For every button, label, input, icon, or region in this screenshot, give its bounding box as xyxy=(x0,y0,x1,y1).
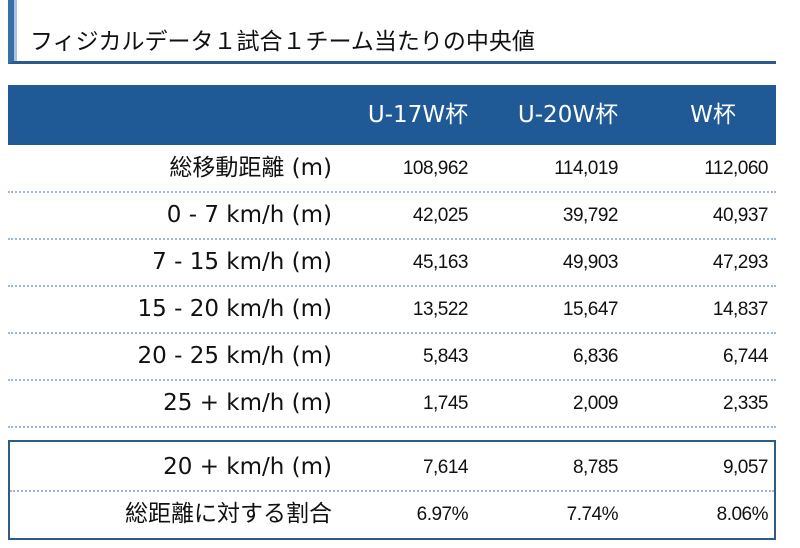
cell-value: 42,025 xyxy=(412,205,469,226)
cell-value: 114,019 xyxy=(554,158,618,179)
cell-value: 8,785 xyxy=(572,457,619,478)
cell-value: 9,057 xyxy=(722,457,769,478)
cell-value: 13,522 xyxy=(412,299,469,320)
row-label: 0 - 7 km/h (m) xyxy=(166,202,332,228)
cell-value: 15,647 xyxy=(562,299,619,320)
row-label: 20 - 25 km/h (m) xyxy=(137,343,332,369)
cell-value: 2,335 xyxy=(722,393,769,414)
cell-value: 7,614 xyxy=(422,457,469,478)
cell-value: 39,792 xyxy=(562,205,619,226)
cell-value: 6,836 xyxy=(572,346,619,367)
cell-value: 49,903 xyxy=(562,252,619,273)
row-label: 総移動距離 (m) xyxy=(169,155,332,181)
row-label: 7 - 15 km/h (m) xyxy=(152,249,332,275)
cell-value: 5,843 xyxy=(422,346,469,367)
title: フィジカルデータ１試合１チーム当たりの中央値 xyxy=(30,29,535,55)
cell-value: 7.74% xyxy=(566,504,619,525)
column-header: U-17W杯 xyxy=(367,102,469,128)
cell-value: 6,744 xyxy=(722,346,769,367)
row-separator xyxy=(8,238,776,240)
table-header xyxy=(8,85,776,145)
cell-value: 8.06% xyxy=(716,504,769,525)
column-header: U-20W杯 xyxy=(517,102,619,128)
cell-value: 112,060 xyxy=(704,158,768,179)
row-separator xyxy=(8,379,776,381)
summary-box xyxy=(8,440,776,540)
cell-value: 14,837 xyxy=(712,299,769,320)
row-label: 総距離に対する割合 xyxy=(125,501,332,527)
cell-value: 1,745 xyxy=(422,393,469,414)
row-separator xyxy=(8,426,776,428)
column-header: W杯 xyxy=(690,102,736,128)
cell-value: 108,962 xyxy=(402,158,469,179)
cell-value: 47,293 xyxy=(712,252,769,273)
cell-value: 6.97% xyxy=(416,504,469,525)
row-label: 20 + km/h (m) xyxy=(163,454,332,480)
row-separator xyxy=(8,332,776,334)
cell-value: 2,009 xyxy=(572,393,619,414)
row-separator xyxy=(10,490,774,492)
row-label: 15 - 20 km/h (m) xyxy=(137,296,332,322)
row-separator xyxy=(8,191,776,193)
title-bar xyxy=(8,0,776,64)
row-separator xyxy=(8,285,776,287)
row-label: 25 + km/h (m) xyxy=(163,390,332,416)
cell-value: 40,937 xyxy=(712,205,769,226)
cell-value: 45,163 xyxy=(412,252,469,273)
